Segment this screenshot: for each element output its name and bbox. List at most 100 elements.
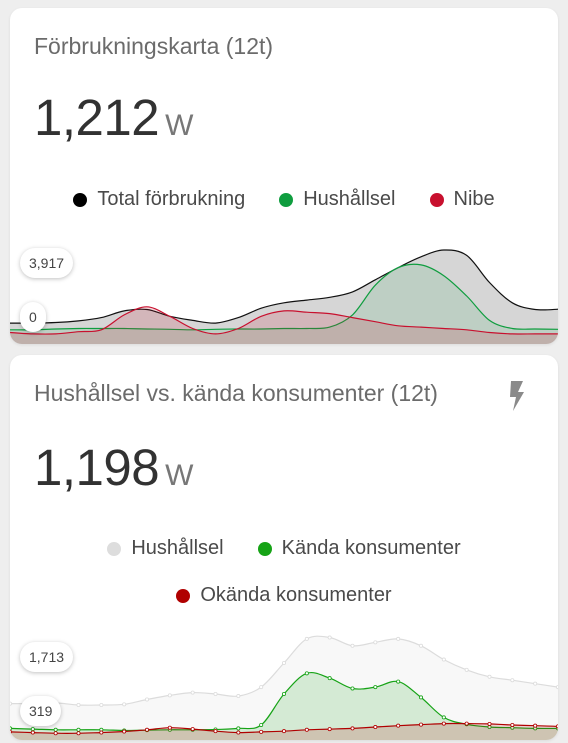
- series-point-2-13: [304, 727, 309, 732]
- series-point-0-14: [327, 635, 332, 640]
- series-point-0-21: [487, 674, 492, 679]
- legend-label: Hushållsel: [131, 537, 224, 559]
- series-point-0-16: [373, 640, 378, 645]
- series-point-2-9: [213, 729, 218, 734]
- legend-dot: [279, 192, 294, 207]
- series-point-2-21: [487, 721, 492, 726]
- series-point-1-0: [10, 726, 12, 731]
- series-point-2-19: [441, 721, 446, 726]
- series-area-2: [10, 306, 558, 344]
- series-area-0: [10, 249, 558, 344]
- legend-dot: [176, 588, 191, 603]
- legend-dot: [73, 192, 88, 207]
- legend-label: Hushållsel: [303, 188, 396, 210]
- series-line-1: [10, 263, 558, 331]
- series-point-2-18: [418, 722, 423, 727]
- series-point-1-17: [396, 679, 401, 684]
- value-unit: W: [165, 459, 194, 492]
- series-point-0-3: [76, 703, 81, 708]
- legend-item-nibe[interactable]: Nibe: [429, 188, 495, 211]
- lightning-bolt-icon[interactable]: [505, 379, 529, 413]
- current-value: 1,212 W: [34, 88, 193, 147]
- series-point-2-0: [10, 729, 12, 734]
- series-point-2-3: [76, 731, 81, 736]
- series-point-0-9: [213, 691, 218, 696]
- legend-dot: [257, 541, 272, 556]
- card-title: Hushållsel vs. kända konsumenter (12t): [34, 380, 438, 406]
- series-point-2-12: [281, 729, 286, 734]
- legend-label: Okända konsumenter: [200, 584, 392, 606]
- series-point-2-5: [122, 729, 127, 734]
- legend-dot: [429, 192, 444, 207]
- series-point-1-16: [373, 685, 378, 690]
- series-point-0-5: [122, 702, 127, 707]
- series-point-0-22: [510, 678, 515, 683]
- series-point-2-14: [327, 727, 332, 732]
- series-area-0: [10, 636, 558, 740]
- series-point-0-6: [144, 697, 149, 702]
- series-line-2: [10, 306, 558, 335]
- legend-item-unknown[interactable]: Okända konsumenter: [176, 584, 392, 607]
- series-point-2-8: [190, 727, 195, 732]
- series-point-1-13: [304, 671, 309, 676]
- series-point-0-11: [259, 685, 264, 690]
- household-vs-known-chart[interactable]: [10, 630, 558, 740]
- legend-item-household[interactable]: Hushållsel: [279, 188, 396, 211]
- series-point-1-15: [350, 686, 355, 691]
- series-point-0-12: [281, 660, 286, 665]
- series-point-2-22: [510, 722, 515, 727]
- card-title: Förbrukningskarta (12t): [34, 33, 274, 59]
- series-point-2-1: [30, 730, 35, 735]
- series-point-2-17: [396, 723, 401, 728]
- series-point-2-15: [350, 726, 355, 731]
- series-point-0-18: [418, 643, 423, 648]
- series-point-2-20: [464, 721, 469, 726]
- series-point-0-20: [464, 667, 469, 672]
- axis-max-label: 3,917: [20, 248, 74, 278]
- series-point-1-1: [30, 727, 35, 732]
- axis-max-label: 1,713: [20, 642, 74, 672]
- series-point-1-2: [53, 727, 58, 732]
- legend-item-known[interactable]: Kända konsumenter: [257, 537, 461, 560]
- series-point-2-16: [373, 725, 378, 730]
- series-point-2-24: [556, 724, 558, 729]
- current-value: 1,198 W: [34, 438, 193, 497]
- series-point-0-0: [10, 701, 12, 706]
- series-point-0-4: [99, 703, 104, 708]
- legend-row-2: Okända konsumenter: [10, 584, 558, 607]
- series-line-0: [10, 249, 558, 324]
- series-point-0-19: [441, 657, 446, 662]
- series-area-1: [10, 264, 558, 344]
- legend-item-household[interactable]: Hushållsel: [107, 537, 224, 560]
- series-point-0-10: [236, 694, 241, 699]
- legend-item-total[interactable]: Total förbrukning: [73, 188, 245, 211]
- consumption-chart[interactable]: [10, 226, 558, 344]
- series-point-0-15: [350, 643, 355, 648]
- series-point-2-7: [167, 725, 172, 730]
- household-vs-known-card[interactable]: Hushållsel vs. kända konsumenter (12t) 1…: [10, 355, 558, 740]
- series-point-0-7: [167, 693, 172, 698]
- legend-label: Kända konsumenter: [281, 537, 461, 559]
- legend-dot: [107, 541, 122, 556]
- series-point-1-18: [418, 695, 423, 700]
- series-point-2-11: [259, 729, 264, 734]
- axis-min-label: 319: [20, 696, 62, 726]
- series-point-0-13: [304, 636, 309, 641]
- series-point-0-23: [533, 681, 538, 686]
- series-point-1-11: [259, 722, 264, 727]
- value-number: 1,212: [34, 89, 160, 146]
- series-point-1-14: [327, 676, 332, 681]
- series-point-2-2: [53, 731, 58, 736]
- value-number: 1,198: [34, 439, 160, 496]
- axis-min-label: 0: [20, 302, 46, 332]
- series-point-1-19: [441, 715, 446, 720]
- series-point-1-3: [76, 727, 81, 732]
- value-unit: W: [165, 109, 194, 142]
- legend-row-1: Hushållsel Kända konsumenter: [10, 537, 558, 560]
- legend: Total förbrukning Hushållsel Nibe: [10, 188, 558, 211]
- series-point-2-23: [533, 723, 538, 728]
- consumption-card[interactable]: Förbrukningskarta (12t) 1,212 W Total för…: [10, 8, 558, 344]
- legend-label: Total förbrukning: [97, 188, 246, 210]
- series-point-0-17: [396, 636, 401, 641]
- series-point-2-10: [236, 730, 241, 735]
